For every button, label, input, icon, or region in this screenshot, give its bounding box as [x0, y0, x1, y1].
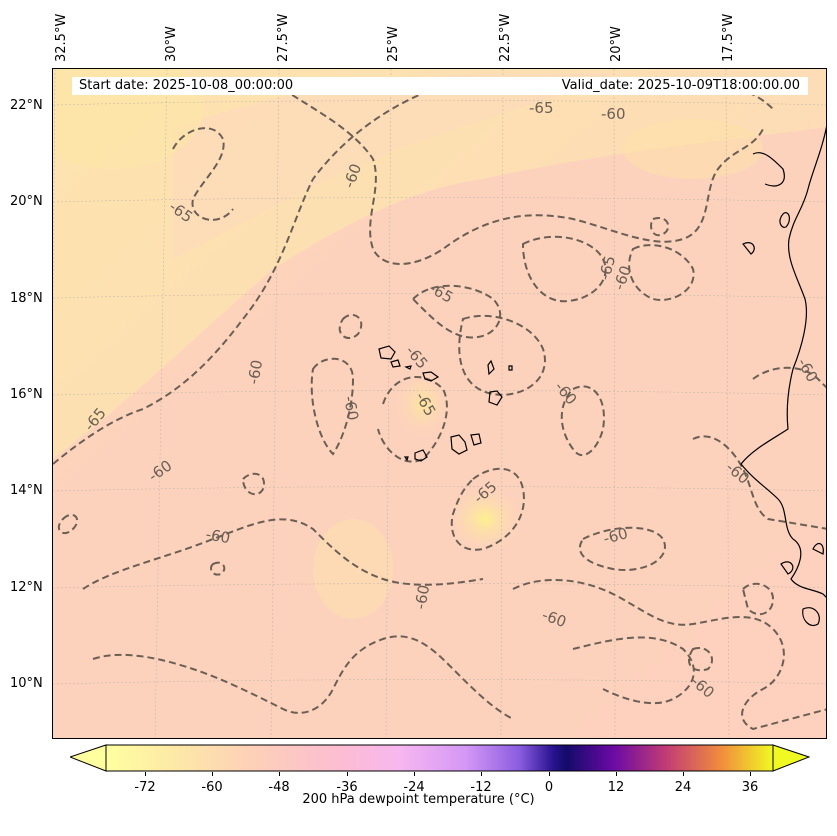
contour-label: -60: [244, 358, 266, 385]
colorbar-tick-label: 0: [544, 780, 554, 795]
colorbar-tick-label: -36: [336, 780, 358, 795]
field-warm-patch: [313, 519, 393, 619]
graticule: [53, 69, 826, 738]
lat-label: 22°N: [10, 98, 43, 113]
field-warm-patch: [393, 369, 453, 439]
colorbar-svg: [68, 744, 811, 772]
islands: [378, 345, 513, 462]
lon-label: 22.5°W: [498, 13, 513, 62]
colorbar-tickmark: [414, 772, 415, 776]
map-panel[interactable]: -65 -60 -65 -60 -65 -65 -60 -65 -60 -65 …: [52, 68, 827, 739]
contour-label: -60: [601, 524, 629, 548]
lat-label: 10°N: [10, 676, 43, 691]
colorbar-tickmark: [279, 772, 280, 776]
lon-label: 25°W: [386, 26, 401, 62]
colorbar-max-arrow: [772, 744, 811, 772]
colorbar-label: 200 hPa dewpoint temperature (°C): [302, 792, 535, 807]
colorbar-tick-label: -24: [403, 780, 425, 795]
colorbar-tickmark: [347, 772, 348, 776]
colorbar-tick-label: 36: [741, 780, 759, 795]
colorbar-tickmark: [481, 772, 482, 776]
contour-label: -60: [411, 583, 433, 610]
lat-label: 16°N: [10, 387, 43, 402]
colorbar-gradient: [105, 744, 774, 772]
colorbar-tickmark: [616, 772, 617, 776]
info-bar: Start date: 2025-10-08_00:00:00 Valid_da…: [72, 77, 808, 95]
colorbar-tick-label: -72: [134, 780, 156, 795]
field-band: [173, 74, 613, 259]
colorbar-min-arrow: [68, 744, 107, 772]
lat-label: 12°N: [10, 580, 43, 595]
contour-label: -60: [601, 105, 626, 123]
colorbar-tickmark: [750, 772, 751, 776]
contours: [53, 78, 826, 731]
lon-label: 27.5°W: [276, 13, 291, 62]
colorbar-tick-label: -48: [268, 780, 290, 795]
lon-label: 17.5°W: [721, 13, 736, 62]
contour-label: -65: [595, 254, 619, 282]
coastline: [740, 126, 826, 627]
lat-label: 14°N: [10, 483, 43, 498]
colorbar-tickmark: [549, 772, 550, 776]
lon-label: 20°W: [609, 26, 624, 62]
colorbar-tick-label: -12: [470, 780, 492, 795]
valid-date-label: Valid_date: 2025-10-09T18:00:00.00: [561, 78, 800, 93]
colorbar-tick-label: 24: [674, 780, 692, 795]
colorbar-tickmark: [683, 772, 684, 776]
colorbar-tick-label: 12: [607, 780, 625, 795]
lon-label: 30°W: [164, 26, 179, 62]
start-date-label: Start date: 2025-10-08_00:00:00: [79, 78, 294, 93]
colorbar-tickmark: [212, 772, 213, 776]
contour-label: -60: [204, 525, 231, 547]
contour-label: -60: [340, 395, 362, 422]
lat-label: 18°N: [10, 291, 43, 306]
colorbar-tickmark: [145, 772, 146, 776]
field-warm-patch: [623, 119, 763, 179]
map-svg: -65 -60 -65 -60 -65 -65 -60 -65 -60 -65 …: [53, 69, 826, 738]
contour-label: -65: [529, 99, 554, 117]
colorbar-tick-label: -60: [201, 780, 223, 795]
lon-label: 32.5°W: [54, 13, 69, 62]
lat-label: 20°N: [10, 194, 43, 209]
colorbar: [68, 744, 811, 774]
